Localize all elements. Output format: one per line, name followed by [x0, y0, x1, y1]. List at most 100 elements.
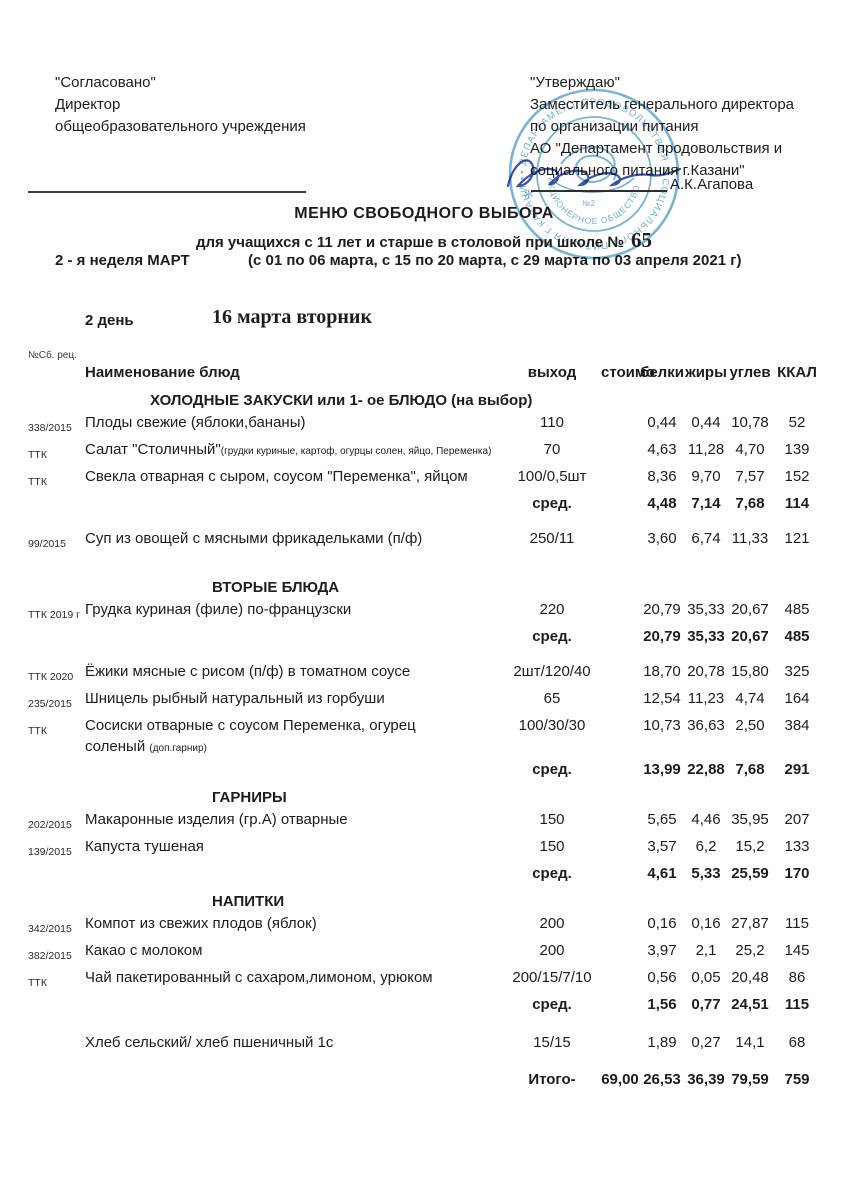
dish-carbs: 11,33 [731, 530, 769, 547]
dish-code [28, 863, 85, 868]
dish-protein: 20,79 [643, 628, 681, 645]
dish-code: ТТК [28, 476, 47, 488]
dish-carbs: 25,59 [731, 865, 769, 882]
dish-kcal: 291 [784, 761, 810, 778]
menu-section: ХОЛОДНЫЕ ЗАКУСКИ или 1- ое БЛЮДО (на выб… [0, 390, 848, 555]
dish-name: Какао с молоком [85, 942, 203, 959]
dish-output: 150 [539, 838, 565, 855]
dish-protein: 20,79 [643, 601, 681, 618]
dish-row: 342/2015 Компот из свежих плодов (яблок) 2… [0, 913, 848, 940]
dish-code: ТТК [28, 449, 47, 461]
audience-text: для учащихся с 11 лет и старше в столово… [195, 234, 625, 251]
dish-output: сред. [532, 495, 572, 512]
table-header-row: Наименование блюд выход стоимо белки жир… [0, 362, 848, 384]
dish-output: 220 [539, 601, 565, 618]
dish-kcal: 115 [785, 915, 809, 932]
menu-table: Наименование блюд выход стоимо белки жир… [0, 362, 848, 1091]
menu-section: ГАРНИРЫ 202/2015 Макаронные изделия (гр.А)… [0, 787, 848, 885]
dish-group: 338/2015 Плоды свежие (яблоки,бананы) 110 0… [0, 412, 848, 515]
dish-name: Шницель рыбный натуральный из горбуши [85, 690, 385, 707]
total-row: Итого- 69,00 26,53 36,39 79,59 759 [0, 1069, 848, 1091]
dish-carbs: 24,51 [731, 996, 769, 1013]
dish-code: 342/2015 [28, 923, 72, 935]
dish-output: 250/11 [529, 530, 575, 547]
dish-carbs: 25,2 [735, 942, 765, 959]
dish-cost: 69,00 [601, 1071, 639, 1088]
dish-name-line2: соленый (доп.гарнир) [85, 738, 207, 755]
dish-name: Грудка куриная (филе) по-французски [85, 601, 352, 618]
section-heading: ГАРНИРЫ [212, 789, 287, 806]
dish-output: 200 [539, 915, 565, 932]
dish-kcal: 121 [784, 530, 810, 547]
approval-right-line: по организации питания [530, 118, 699, 135]
dish-kcal: 145 [784, 942, 810, 959]
day-number: 2 день [85, 312, 134, 329]
menu-section: НАПИТКИ 342/2015 Компот из свежих плодов (… [0, 891, 848, 1016]
dish-kcal: 325 [784, 663, 810, 680]
dish-carbs: 15,2 [735, 838, 765, 855]
dish-name: Капуста тушеная [85, 838, 204, 855]
dish-code: ТТК 2019 г [28, 609, 80, 621]
stamp-emblem-flourish [555, 177, 635, 193]
dish-row: ТТК Свекла отварная с сыром, соусом "Пере… [0, 466, 848, 493]
dish-output: 100/0,5шт [517, 468, 587, 485]
bread-row: Хлеб сельский/ хлеб пшеничный 1с 15/15 1,8… [0, 1032, 848, 1054]
dish-protein: 3,57 [647, 838, 677, 855]
dish-carbs: 20,67 [731, 628, 769, 645]
dish-group: 202/2015 Макаронные изделия (гр.А) отварн… [0, 809, 848, 885]
dish-kcal: 114 [784, 495, 810, 512]
avg-row: сред. 13,99 22,88 7,68 291 [0, 759, 848, 781]
dish-row: 202/2015 Макаронные изделия (гр.А) отварн… [0, 809, 848, 836]
dish-protein: 10,73 [643, 717, 681, 734]
approval-left-line: общеобразовательного учреждения [55, 118, 306, 135]
stamp-number: №2 [582, 199, 596, 208]
dish-protein: 4,61 [647, 865, 677, 882]
dish-code [28, 1069, 85, 1074]
dish-kcal: 384 [784, 717, 810, 734]
handwritten-signature [506, 159, 682, 188]
dish-name-detail: (грудки куриные, картоф, огурцы солен, я… [220, 446, 492, 457]
dish-code [28, 759, 85, 764]
dish-carbs: 14,1 [735, 1034, 765, 1051]
dish-name: Компот из свежих плодов (яблок) [85, 915, 317, 932]
document-subtitle: для учащихся с 11 лет и старше в столово… [0, 228, 848, 253]
dish-row: 139/2015 Капуста тушеная 150 3,57 6,2 15,2 133 [0, 836, 848, 863]
dish-name: Плоды свежие (яблоки,бананы) [85, 414, 306, 431]
dish-output: 200 [539, 942, 565, 959]
menu-section: ВТОРЫЕ БЛЮДА ТТК 2019 г Грудка куриная (фи… [0, 577, 848, 781]
dish-carbs: 4,70 [735, 441, 765, 458]
dish-fat: 11,28 [687, 441, 725, 458]
dish-code: ТТК [28, 725, 47, 737]
dish-kcal: 52 [788, 414, 806, 431]
approval-right-block: "Утверждаю" Заместитель генерального дир… [530, 72, 794, 182]
dish-fat: 2,1 [695, 942, 717, 959]
approval-right-line: Заместитель генерального директора [530, 96, 795, 113]
dish-kcal: 164 [784, 690, 810, 707]
dish-output: 70 [543, 441, 561, 458]
dish-name: Ёжики мясные с рисом (п/ф) в томатном со… [85, 663, 411, 680]
dish-output: 15/15 [533, 1034, 571, 1051]
dish-name: Хлеб сельский/ хлеб пшеничный 1с [85, 1034, 334, 1051]
dish-name: Свекла отварная с сыром, соусом "Перемен… [85, 468, 468, 485]
dish-fat: 0,27 [691, 1034, 721, 1051]
dish-row: ТТК 2019 г Грудка куриная (филе) по-франц… [0, 599, 848, 626]
dish-code: 382/2015 [28, 950, 72, 962]
dish-kcal: 207 [784, 811, 810, 828]
dish-protein: 3,60 [647, 530, 677, 547]
dish-row: 382/2015 Какао с молоком 200 3,97 2,1 25,2 145 [0, 940, 848, 967]
dish-fat: 11,23 [687, 690, 725, 707]
dish-carbs: 20,67 [731, 601, 769, 618]
school-number: 65 [631, 228, 653, 252]
week-label: 2 - я неделя МАРТ [55, 252, 190, 269]
dish-fat: 0,77 [691, 996, 721, 1013]
dish-fat: 20,78 [687, 663, 725, 680]
dish-protein: 4,48 [647, 495, 677, 512]
column-header-cost: стоимо [601, 364, 655, 381]
dish-name: Салат "Столичный"(грудки куриные, картоф… [85, 441, 492, 458]
dish-protein: 0,44 [647, 414, 677, 431]
approval-right-line: АО "Департамент продовольствия и [530, 140, 783, 157]
recipe-column-label: №Сб. рец. [28, 350, 77, 361]
approval-left-block: "Согласовано" Директор общеобразовательн… [55, 72, 306, 138]
avg-row: сред. 20,79 35,33 20,67 485 [0, 626, 848, 648]
dish-protein: 0,56 [647, 969, 677, 986]
